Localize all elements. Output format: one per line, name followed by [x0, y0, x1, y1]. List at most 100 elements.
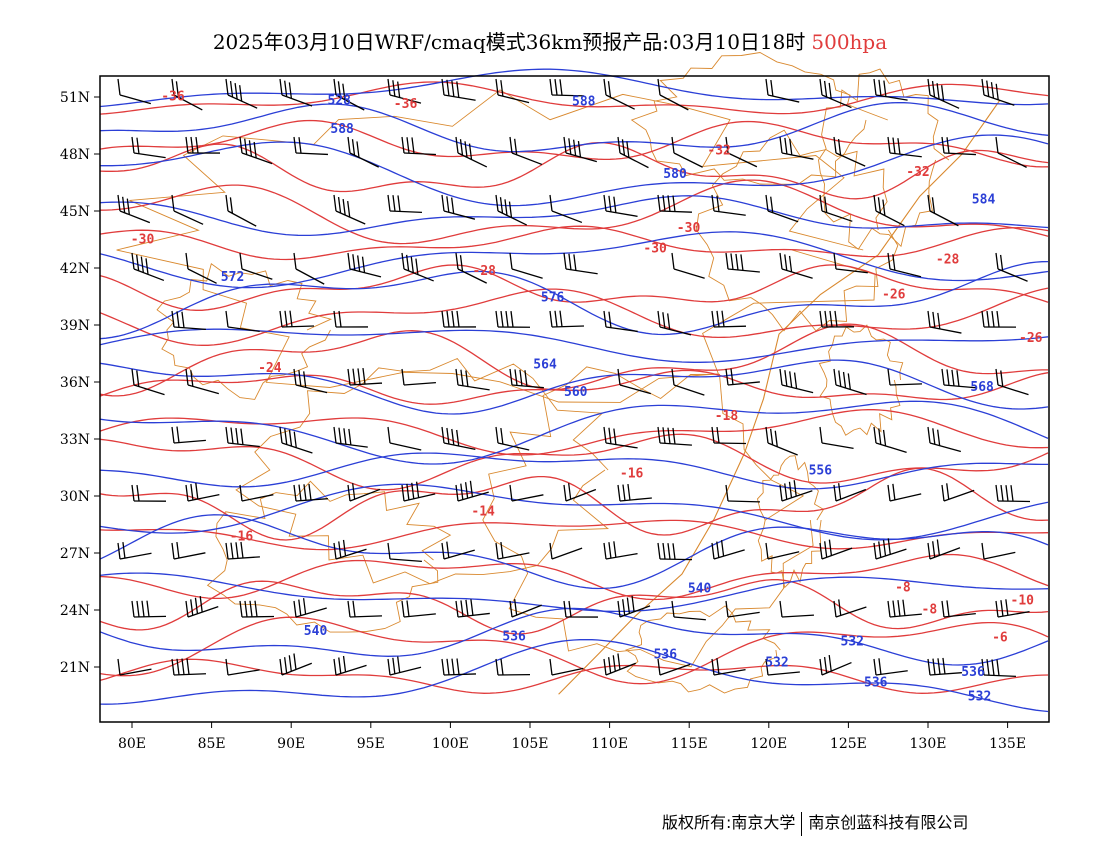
wind-barb: [185, 596, 219, 618]
wind-barb: [995, 599, 1030, 618]
temperature-label: -18: [715, 409, 739, 424]
wind-barb: [779, 600, 814, 618]
wind-barb: [495, 310, 531, 328]
wind-barb: [293, 483, 328, 502]
wind-barb: [711, 310, 747, 328]
wind-barb: [819, 655, 852, 676]
wind-barb: [981, 78, 1015, 106]
height-label: 588: [572, 95, 596, 110]
lon-tick-label: 125E: [830, 736, 867, 752]
temperature-contour: [99, 579, 1049, 635]
temperature-label: -16: [230, 530, 254, 545]
wind-barb: [441, 541, 475, 560]
wind-barb: [711, 194, 746, 216]
coastline: [482, 366, 814, 668]
height-contour: [99, 231, 1049, 289]
wind-barb: [509, 136, 543, 166]
wind-barb: [549, 658, 584, 676]
lon-tick-label: 95E: [357, 736, 385, 752]
temperature-label: -36: [394, 97, 418, 112]
temperature-label: -26: [1019, 331, 1043, 346]
map-frame: [99, 75, 1050, 723]
title-main: 2025年03月10日WRF/cmaq模式36km预报产品:03月10日18时: [212, 30, 806, 54]
wind-barb: [441, 194, 476, 220]
lon-tick-label: 85E: [198, 736, 226, 752]
temperature-label: -30: [677, 221, 701, 236]
wind-barb: [603, 541, 638, 560]
wind-barb: [671, 368, 705, 396]
temperature-label: -8: [895, 581, 911, 596]
wind-barb: [927, 657, 962, 676]
wind-barb: [563, 483, 597, 502]
footer-separator: [801, 811, 803, 836]
height-contour: [99, 328, 1049, 363]
lon-tick-label: 90E: [277, 736, 305, 752]
coastline: [206, 480, 452, 633]
wind-barb: [239, 484, 274, 502]
wind-barb: [603, 194, 638, 217]
wind-barb: [225, 194, 257, 227]
wind-barb: [441, 658, 477, 676]
wind-barb: [441, 78, 476, 101]
wind-barb: [927, 194, 959, 227]
wind-barb: [171, 78, 203, 111]
height-contour: [100, 134, 1049, 207]
height-contour: [99, 638, 1049, 713]
wind-barb: [725, 368, 760, 386]
wind-barb: [765, 426, 798, 456]
wind-barb: [927, 426, 962, 453]
height-label: 532: [841, 634, 864, 649]
wind-barb: [927, 310, 962, 334]
wind-barb: [279, 310, 315, 328]
contour-labels: 540 -14 560 -26 588 -28 532 -36 576 -28 536 -16 532 -…: [131, 90, 1043, 705]
wind-barb: [887, 252, 922, 278]
temperature-contour: [99, 616, 1049, 685]
wind-barb: [833, 136, 866, 167]
wind-barb: [765, 194, 799, 223]
wind-barb: [657, 310, 692, 336]
wind-barb: [549, 310, 585, 328]
wind-barb: [981, 310, 1017, 328]
wind-barb: [225, 78, 258, 109]
wind-barb: [549, 78, 585, 97]
coastline: [116, 89, 876, 403]
height-label: 536: [654, 648, 678, 663]
temperature-contour: [99, 287, 1049, 346]
wind-barb: [603, 653, 636, 676]
lon-tick-label: 115E: [671, 736, 708, 752]
temperature-contour: [99, 553, 1049, 601]
wind-barb: [995, 252, 1028, 282]
wind-barb: [819, 539, 853, 560]
wind-barb: [387, 542, 422, 563]
temperature-contour: [99, 519, 1049, 551]
lat-tick-label: 36N: [60, 375, 90, 391]
axis-ticks: 80E 85E 90E 95E 100E 105E 110E 115E 120E 125E 130E…: [60, 90, 1026, 752]
wind-barb: [225, 541, 260, 560]
coastline: [630, 52, 888, 185]
wind-barb: [333, 426, 368, 448]
wind-barb: [833, 368, 867, 396]
temperature-contour: [99, 225, 1049, 261]
lat-tick-label: 21N: [60, 660, 90, 676]
wind-barb: [563, 600, 599, 618]
wind-barb: [225, 658, 260, 676]
wind-barb: [131, 484, 167, 502]
temperature-contour: [99, 81, 1049, 115]
lon-tick-label: 110E: [591, 736, 628, 752]
temperature-label: -36: [161, 90, 185, 105]
lat-tick-label: 24N: [60, 603, 90, 619]
height-label: 532: [968, 690, 991, 705]
wind-barb: [293, 136, 328, 156]
wind-barb: [333, 194, 366, 225]
wind-barb: [657, 194, 693, 213]
wind-barb: [347, 600, 383, 618]
wind-barb: [117, 542, 152, 560]
wind-barb: [657, 542, 693, 561]
wind-barb: [495, 658, 531, 676]
wind-barb: [617, 483, 652, 502]
wind-barb: [819, 78, 852, 109]
wind-barb: [401, 481, 436, 502]
wind-barb: [617, 595, 651, 618]
wind-barb: [239, 600, 275, 618]
wind-barb: [725, 484, 761, 503]
